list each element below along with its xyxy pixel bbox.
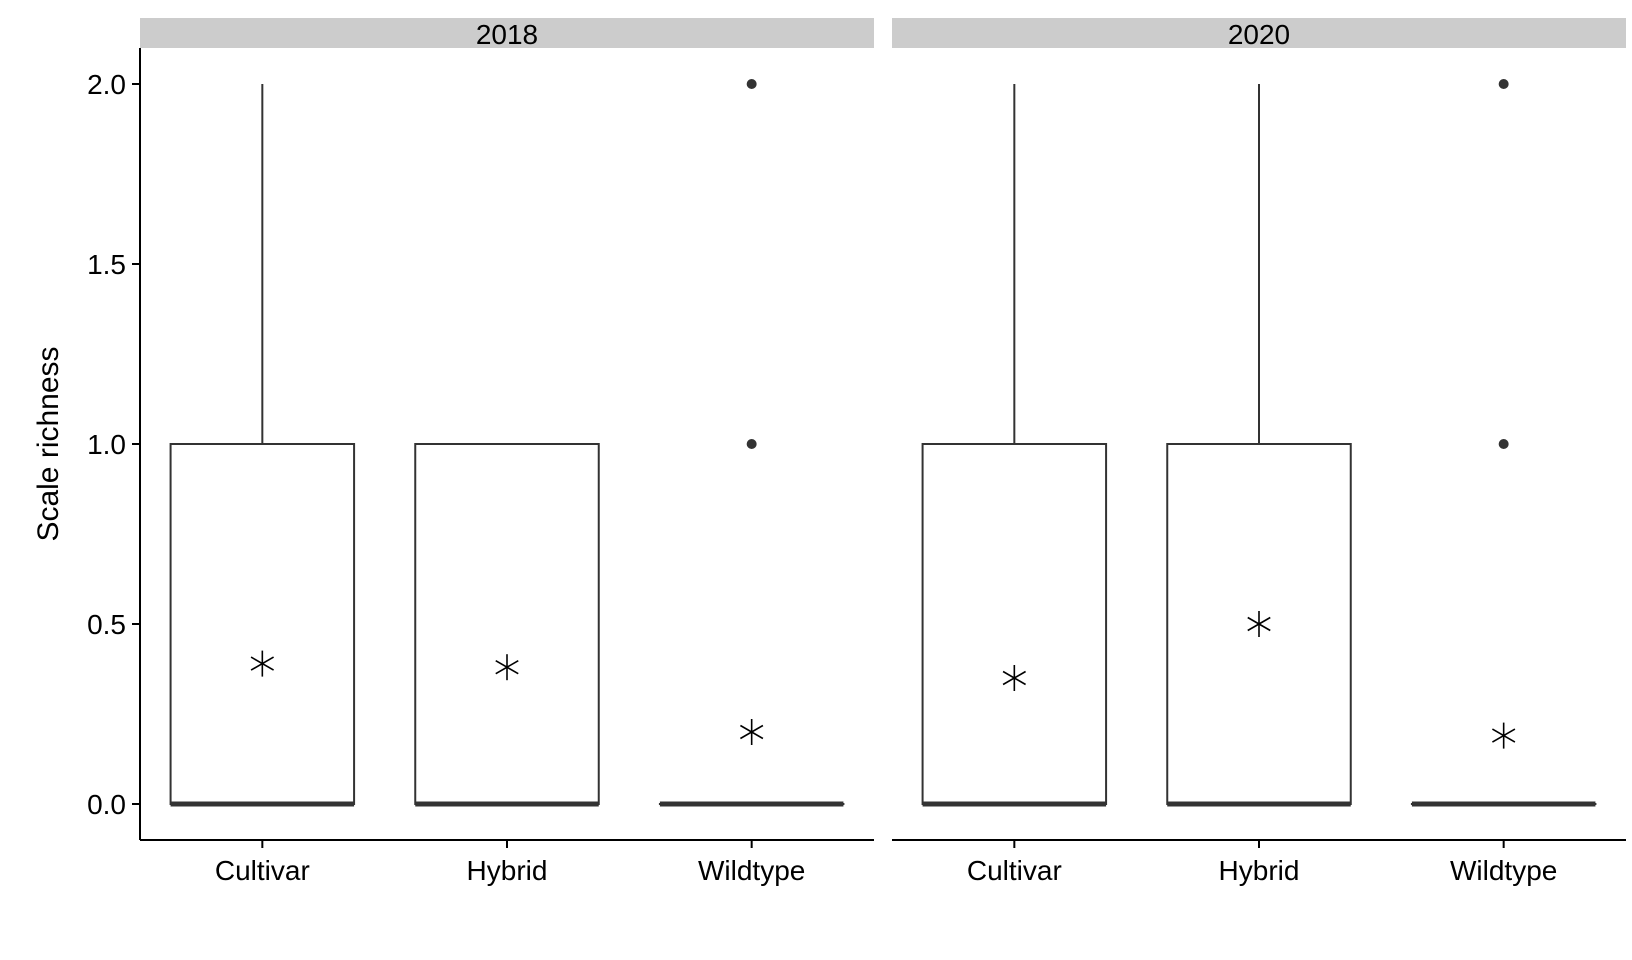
outlier-point (1498, 439, 1509, 449)
y-axis-title: Scale richness (32, 346, 65, 541)
mean-marker-stroke (250, 656, 274, 671)
x-tick-label: Hybrid (1219, 855, 1300, 886)
x-tick-label: Cultivar (967, 855, 1062, 886)
box-iqr (414, 443, 600, 805)
x-tick-label: Wildtype (1450, 855, 1557, 886)
facet-strip-label: 2018 (476, 19, 538, 50)
box-cultivar (921, 84, 1108, 807)
mean-marker (1492, 722, 1516, 749)
facet-strip (140, 18, 874, 48)
box-hybrid (1166, 84, 1352, 807)
mean-marker (740, 719, 764, 745)
y-tick-label: 1.5 (87, 249, 126, 280)
outlier-point (746, 79, 757, 89)
mean-marker-stroke (740, 724, 764, 740)
x-tick-label: Cultivar (215, 855, 310, 886)
box-iqr (921, 443, 1108, 805)
mean-marker-stroke (1492, 728, 1516, 743)
mean-marker (495, 654, 519, 681)
facet-panel-2018: 2018 Cultivar Hybrid Wildtype (140, 18, 874, 886)
y-tick-label: 2.0 (87, 69, 126, 100)
y-tick-label: 0.5 (87, 609, 126, 640)
facet-panel-2020: 2020 Cultivar Hybrid Wildtype (892, 18, 1626, 886)
y-tick-label: 1.0 (87, 429, 126, 460)
mean-marker (1002, 665, 1026, 691)
x-tick-label: Wildtype (698, 855, 805, 886)
mean-marker-stroke (1002, 670, 1026, 686)
mean-marker-stroke (495, 660, 519, 675)
mean-marker-stroke (1247, 616, 1271, 632)
facets: 2018 Cultivar Hybrid Wildtype 2020 Cultivar Hy… (140, 18, 1626, 886)
box-hybrid (414, 443, 600, 807)
outlier-point (1498, 79, 1509, 89)
facet-strip-label: 2020 (1228, 19, 1290, 50)
box-wildtype (1410, 79, 1597, 807)
y-axis: 0.0 0.5 1.0 1.5 2.0 (87, 48, 141, 840)
mean-marker (250, 650, 274, 677)
x-tick-label: Hybrid (467, 855, 548, 886)
y-tick-label: 0.0 (87, 789, 126, 820)
facet-strip (892, 18, 1626, 48)
box-cultivar (169, 84, 356, 807)
box-iqr (169, 443, 356, 805)
box-wildtype (658, 79, 845, 807)
mean-marker (1247, 611, 1271, 637)
outlier-point (746, 439, 757, 449)
